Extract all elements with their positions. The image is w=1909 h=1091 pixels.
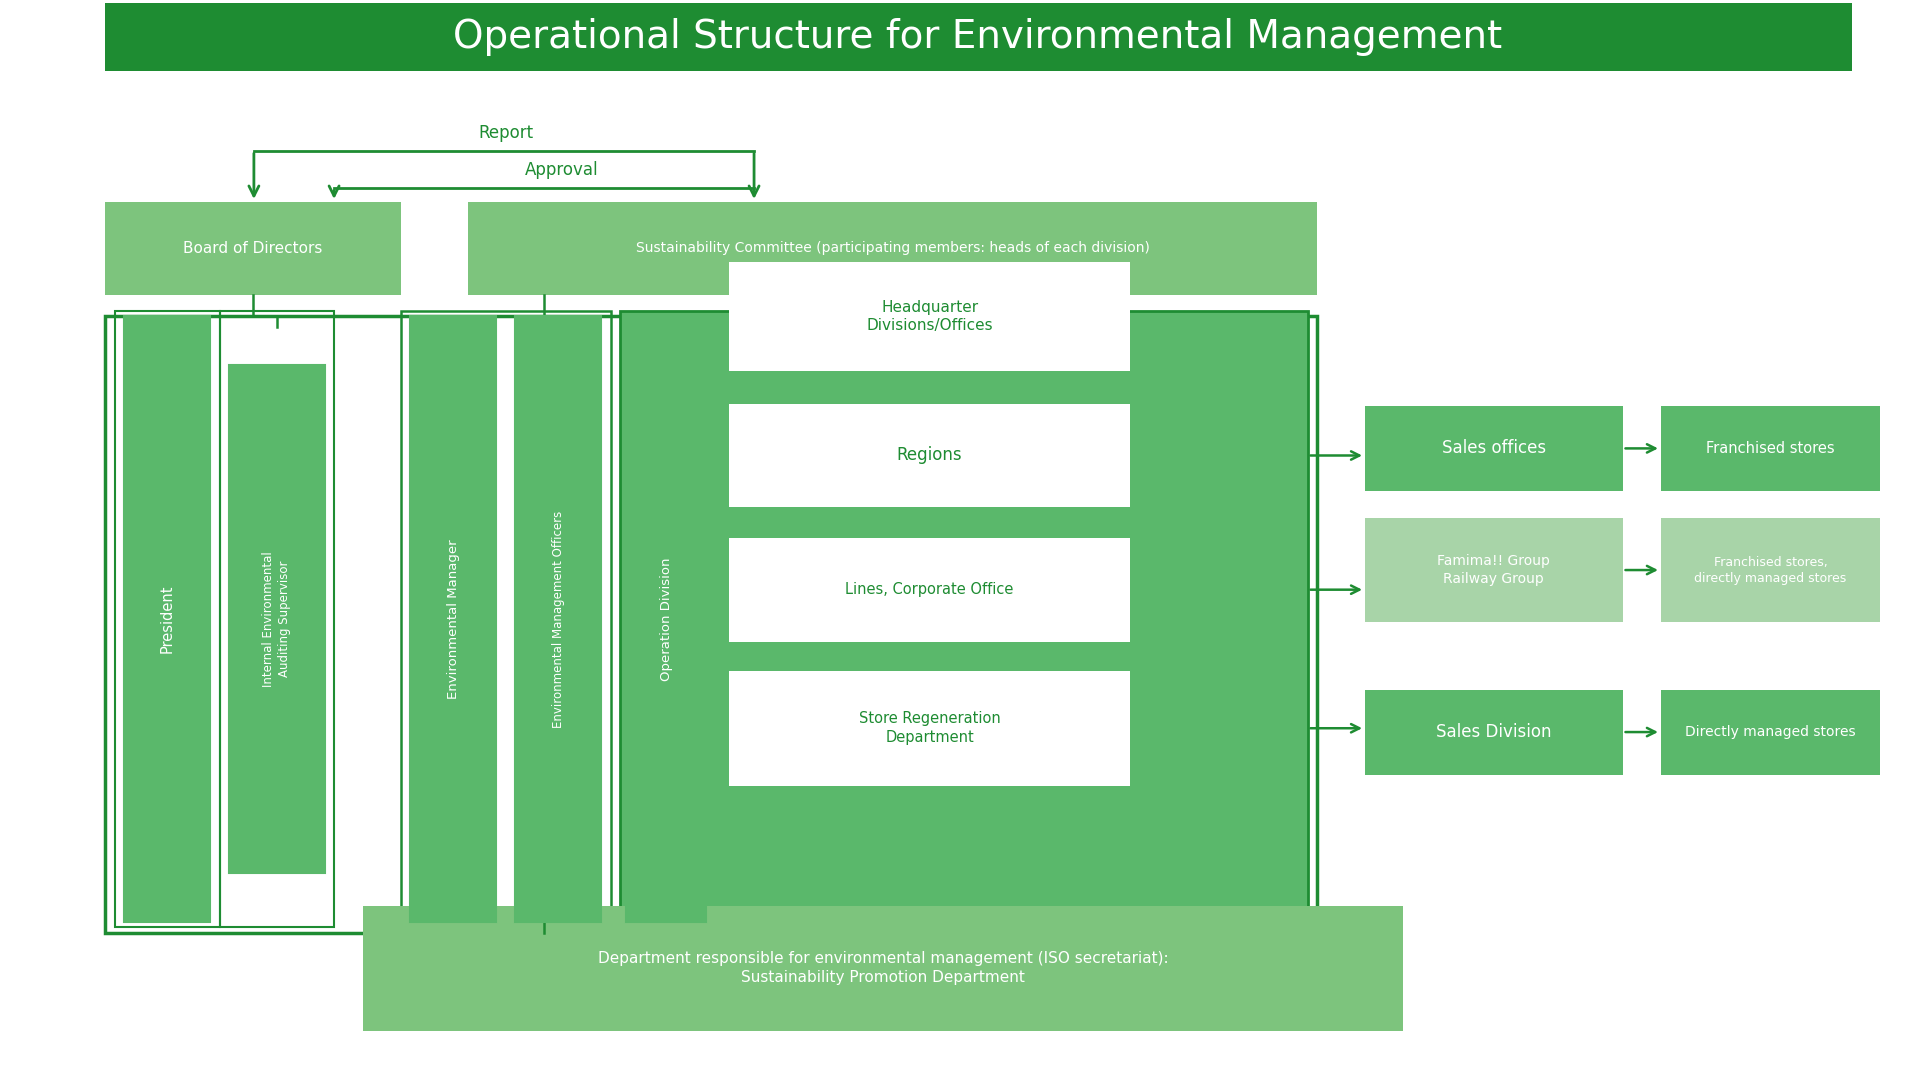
FancyBboxPatch shape — [1365, 690, 1623, 775]
FancyBboxPatch shape — [729, 262, 1130, 371]
Text: Franchised stores,
directly managed stores: Franchised stores, directly managed stor… — [1695, 555, 1846, 585]
FancyBboxPatch shape — [515, 316, 601, 922]
Text: Headquarter
Divisions/Offices: Headquarter Divisions/Offices — [867, 300, 993, 333]
FancyBboxPatch shape — [124, 316, 210, 922]
Text: Lines, Corporate Office: Lines, Corporate Office — [846, 583, 1014, 597]
Text: Report: Report — [479, 124, 533, 142]
Text: Operation Division: Operation Division — [661, 558, 672, 681]
FancyBboxPatch shape — [729, 538, 1130, 642]
FancyBboxPatch shape — [410, 316, 496, 922]
FancyBboxPatch shape — [1661, 518, 1880, 622]
Text: Internal Environmental
Auditing Supervisor: Internal Environmental Auditing Supervis… — [262, 551, 292, 687]
FancyBboxPatch shape — [729, 671, 1130, 786]
FancyBboxPatch shape — [363, 906, 1403, 1031]
Text: President: President — [160, 585, 174, 654]
Text: Environmental Management Officers: Environmental Management Officers — [552, 511, 565, 728]
Text: Approval: Approval — [525, 161, 598, 179]
FancyBboxPatch shape — [229, 364, 325, 874]
Text: Regions: Regions — [897, 446, 962, 465]
FancyBboxPatch shape — [1661, 406, 1880, 491]
Text: Franchised stores: Franchised stores — [1707, 441, 1835, 456]
Text: Board of Directors: Board of Directors — [183, 241, 323, 255]
Text: Department responsible for environmental management (ISO secretariat):
Sustainab: Department responsible for environmental… — [598, 951, 1168, 985]
FancyBboxPatch shape — [1365, 406, 1623, 491]
Text: Sales offices: Sales offices — [1441, 440, 1546, 457]
Text: Sales Division: Sales Division — [1436, 723, 1552, 741]
Text: Environmental Manager: Environmental Manager — [447, 539, 460, 699]
FancyBboxPatch shape — [105, 3, 1852, 71]
Text: Operational Structure for Environmental Management: Operational Structure for Environmental … — [452, 19, 1502, 56]
Text: Directly managed stores: Directly managed stores — [1686, 726, 1856, 739]
FancyBboxPatch shape — [626, 316, 706, 922]
Text: Famima!! Group
Railway Group: Famima!! Group Railway Group — [1437, 554, 1550, 586]
FancyBboxPatch shape — [105, 202, 401, 295]
FancyBboxPatch shape — [620, 311, 1308, 927]
Text: Sustainability Committee (participating members: heads of each division): Sustainability Committee (participating … — [636, 241, 1149, 255]
FancyBboxPatch shape — [468, 202, 1317, 295]
FancyBboxPatch shape — [1661, 690, 1880, 775]
FancyBboxPatch shape — [729, 404, 1130, 507]
Text: Store Regeneration
Department: Store Regeneration Department — [859, 711, 1000, 745]
FancyBboxPatch shape — [1365, 518, 1623, 622]
